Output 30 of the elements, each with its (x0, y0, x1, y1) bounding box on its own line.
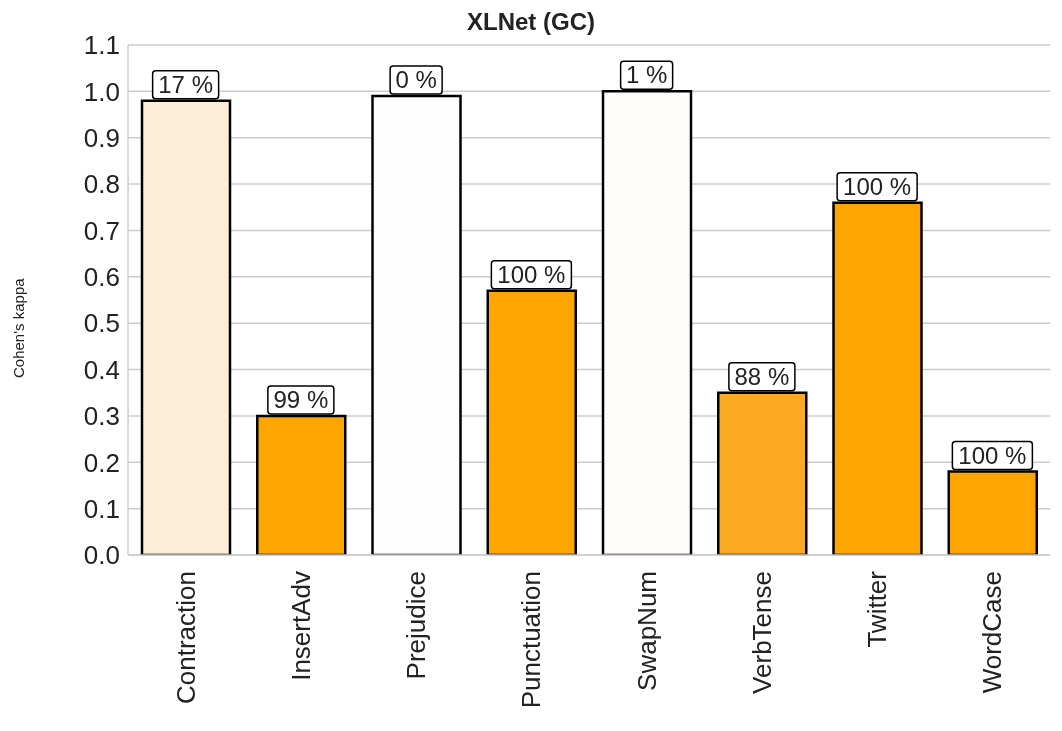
y-tick-label: 0.4 (83, 354, 120, 385)
y-tick-label: 0.1 (83, 493, 120, 524)
y-tick-label: 0.2 (83, 447, 120, 478)
annotation: 1 % (625, 61, 668, 89)
chart-title: XLNet (GC) (467, 8, 595, 35)
y-tick-label: 0.7 (83, 215, 120, 246)
annotation: 99 % (273, 385, 329, 413)
annotation: 100 % (843, 172, 912, 200)
annotation: 88 % (734, 362, 790, 390)
y-tick-label: 0.9 (83, 122, 120, 153)
x-tick-label: InsertAdv (285, 571, 316, 681)
x-tick-label: Prejudice (401, 571, 432, 680)
annotation: 100 % (497, 260, 566, 288)
y-tick-label: 0.3 (83, 401, 120, 432)
x-tick-label: WordCase (977, 571, 1008, 694)
x-tick-label: Punctuation (516, 571, 547, 709)
y-tick-label: 0.0 (83, 540, 120, 571)
x-tick-label: Contraction (170, 571, 201, 704)
annotation: 100 % (958, 441, 1027, 469)
y-tick-label: 1.0 (83, 76, 120, 107)
annotation: 17 % (158, 70, 213, 98)
x-tick-label: SwapNum (631, 571, 662, 691)
x-tick-label: VerbTense (746, 571, 777, 694)
y-tick-label: 0.5 (83, 308, 120, 339)
y-tick-label: 0.6 (83, 262, 120, 293)
annotation: 0 % (395, 66, 437, 93)
y-tick-label: 1.1 (83, 30, 120, 61)
x-tick-label: Twitter (862, 570, 893, 648)
y-tick-label: 0.8 (83, 169, 120, 200)
y-axis-title: Cohen's kappa (10, 278, 27, 378)
